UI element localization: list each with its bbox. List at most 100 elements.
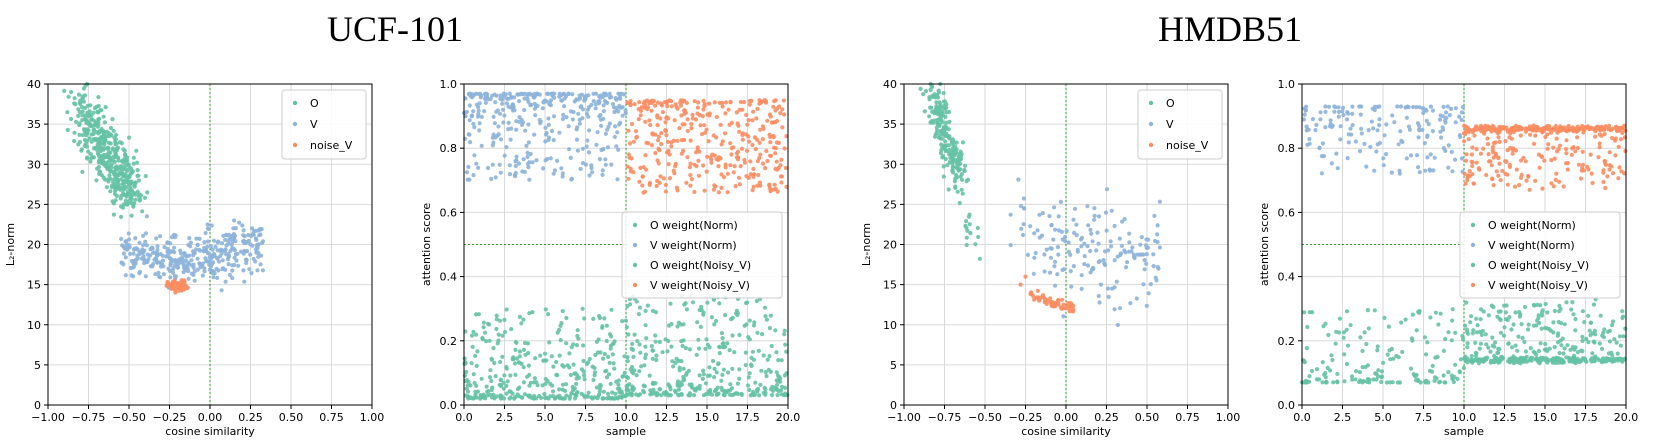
data-point [1376, 368, 1381, 373]
x-tick-label: −0.25 [153, 411, 187, 424]
data-point [110, 158, 115, 163]
data-point [1569, 307, 1574, 312]
data-point [519, 91, 524, 96]
data-point [562, 104, 567, 109]
data-point [628, 99, 633, 104]
data-point [591, 99, 596, 104]
data-point [559, 166, 564, 171]
data-point [1307, 374, 1312, 379]
data-point [540, 383, 545, 388]
data-point [592, 373, 597, 378]
data-point [124, 158, 129, 163]
data-point [1603, 162, 1608, 167]
data-point [1491, 183, 1496, 188]
data-point [121, 244, 126, 249]
data-point [962, 168, 967, 174]
data-point [927, 97, 932, 102]
y-tick-label: 0.4 [440, 271, 458, 284]
data-point [574, 393, 579, 398]
data-point [513, 170, 518, 176]
data-point [201, 249, 206, 254]
data-point [758, 183, 763, 188]
data-point [634, 373, 639, 378]
data-point [1458, 134, 1463, 140]
data-point [740, 107, 745, 112]
data-point [1623, 326, 1628, 331]
data-point [1398, 129, 1403, 134]
series-v [1008, 177, 1162, 328]
data-point [471, 329, 476, 334]
data-point [1438, 379, 1443, 384]
data-point [723, 111, 728, 116]
data-point [1543, 301, 1548, 307]
data-point [681, 338, 686, 343]
data-point [512, 95, 517, 100]
data-point [560, 116, 566, 122]
data-point [1096, 214, 1102, 219]
x-tick-label: −0.50 [112, 411, 146, 424]
data-point [1414, 153, 1420, 158]
data-point [751, 323, 757, 328]
data-point [1152, 213, 1157, 218]
legend-entry: O [1166, 97, 1175, 110]
data-point [722, 345, 727, 350]
data-point [95, 166, 100, 171]
data-point [661, 176, 666, 181]
data-point [967, 222, 972, 227]
data-point [1474, 351, 1479, 356]
data-point [625, 100, 630, 105]
data-point [1082, 262, 1087, 267]
data-point [521, 380, 527, 385]
data-point [1526, 322, 1531, 327]
data-point [494, 317, 499, 322]
data-point [738, 99, 744, 105]
data-point [504, 307, 509, 312]
data-point [130, 169, 135, 174]
data-point [943, 148, 948, 153]
data-point [1345, 111, 1351, 116]
data-point [1478, 151, 1483, 156]
data-point [1580, 162, 1586, 167]
data-point [476, 108, 481, 113]
data-point [1061, 314, 1066, 319]
data-point [1602, 132, 1607, 137]
data-point [1528, 355, 1533, 361]
data-point [1386, 324, 1391, 329]
data-point [1360, 348, 1365, 354]
data-point [143, 174, 148, 179]
x-tick-label: 15.0 [695, 411, 720, 424]
data-point [501, 94, 506, 99]
data-point [1305, 142, 1310, 147]
data-point [601, 109, 607, 114]
data-point [729, 152, 734, 157]
data-point [768, 114, 773, 119]
data-point [1502, 303, 1507, 308]
data-point [570, 92, 575, 97]
data-point [223, 237, 228, 242]
data-point [120, 167, 126, 172]
data-point [647, 373, 652, 378]
data-point [1023, 274, 1028, 279]
data-point [1540, 313, 1545, 318]
data-point [1573, 328, 1578, 333]
data-point [711, 297, 717, 302]
data-point [522, 392, 528, 397]
data-point [774, 350, 779, 355]
data-point [1372, 168, 1377, 173]
data-point [1131, 252, 1136, 257]
data-point [574, 137, 580, 142]
data-point [603, 157, 608, 162]
data-point [1493, 340, 1498, 345]
data-point [1514, 167, 1519, 172]
data-point [1079, 286, 1084, 291]
data-point [87, 113, 92, 118]
data-point [591, 377, 596, 383]
data-point [517, 354, 522, 359]
data-point [498, 93, 503, 98]
data-point [1462, 323, 1468, 328]
y-axis-label: L₂-norm [860, 223, 873, 266]
data-point [615, 396, 620, 401]
data-point [1104, 228, 1109, 233]
data-point [707, 345, 712, 350]
data-point [681, 376, 686, 381]
